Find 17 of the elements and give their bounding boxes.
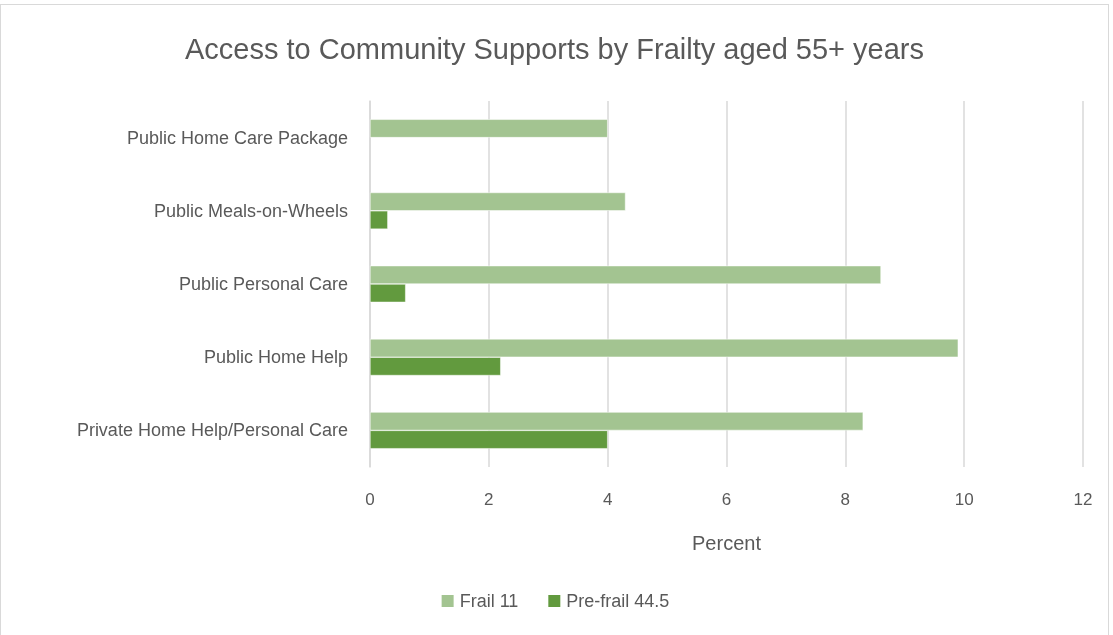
bar bbox=[370, 119, 608, 138]
legend-label: Frail 11 bbox=[459, 591, 519, 611]
y-tick-label: Public Home Help bbox=[203, 347, 348, 368]
y-tick-label: Public Home Care Package bbox=[126, 127, 348, 148]
x-tick-label: 4 bbox=[602, 490, 613, 509]
x-tick-label: 6 bbox=[721, 490, 732, 509]
x-tick-label: 0 bbox=[365, 490, 375, 509]
chart-title: Access to Community Supports by Frailty aged 55+ years bbox=[184, 32, 925, 65]
legend-label: Pre-frail 44.5 bbox=[566, 591, 670, 611]
x-tick-label: 10 bbox=[954, 490, 974, 509]
y-tick-label: Public Meals-on-Wheels bbox=[153, 200, 348, 221]
x-axis-title: Percent bbox=[692, 532, 762, 554]
x-tick-label: 12 bbox=[1073, 490, 1093, 509]
x-tick-label: 2 bbox=[484, 490, 494, 509]
x-tick-label: 8 bbox=[840, 490, 851, 509]
y-tick-label: Private Home Help/Personal Care bbox=[76, 420, 348, 441]
y-tick-label: Public Personal Care bbox=[178, 274, 348, 294]
